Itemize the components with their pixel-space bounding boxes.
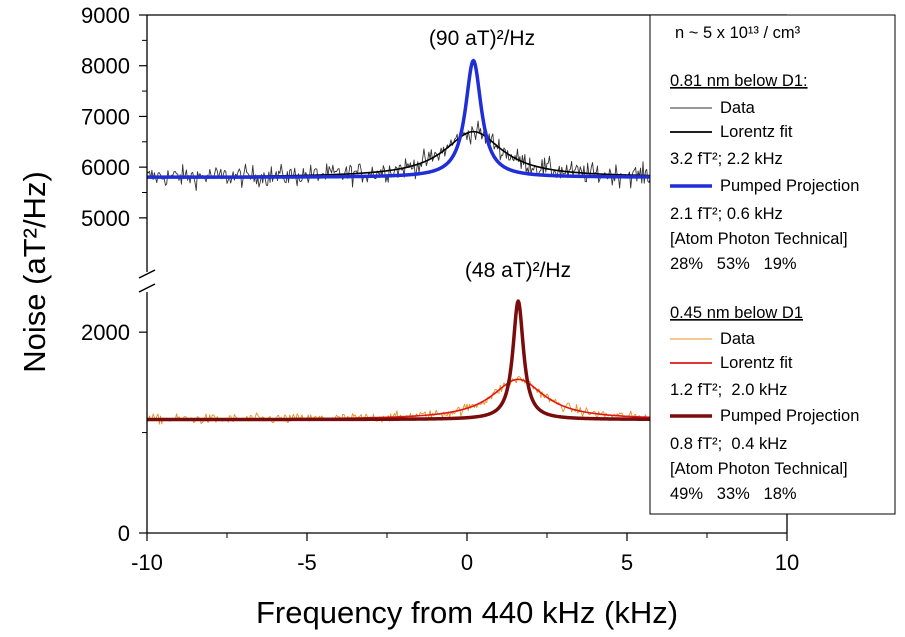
y-tick-label: 0 xyxy=(118,521,130,546)
legend-lower-pumped: Pumped Projection xyxy=(720,407,859,425)
legend-lower-breakdown-header: [Atom Photon Technical] xyxy=(670,460,848,478)
y-tick-label: 9000 xyxy=(81,3,130,28)
legend-upper-pumped-values: 2.1 fT²; 0.6 kHz xyxy=(670,205,783,223)
legend-upper-pumped: Pumped Projection xyxy=(720,177,859,195)
ticks-layer: -10 -5 0 5 10 5000 6000 7000 8000 9000 0 2000 xyxy=(81,3,799,575)
legend-upper-fit: Lorentz fit xyxy=(720,123,793,141)
legend-upper-breakdown-header: [Atom Photon Technical] xyxy=(670,230,848,248)
axis-break-mark xyxy=(138,269,156,279)
x-axis-title: Frequency from 440 kHz (kHz) xyxy=(256,595,678,630)
x-tick-label: 5 xyxy=(621,550,633,575)
y-axis-title: Noise (aT²/Hz) xyxy=(17,171,52,373)
legend-box xyxy=(649,14,896,515)
x-tick-label: 0 xyxy=(461,550,473,575)
y-tick-label: 7000 xyxy=(81,104,130,129)
upper-peak-annotation: (90 aT)²/Hz xyxy=(429,27,535,50)
legend-upper-breakdown-values: 28% 53% 19% xyxy=(670,255,797,273)
y-tick-label: 2000 xyxy=(81,320,130,345)
lower-peak-annotation: (48 aT)²/Hz xyxy=(465,259,571,282)
y-tick-label: 8000 xyxy=(81,54,130,79)
legend-upper-condition: 0.81 nm below D1: xyxy=(670,72,808,90)
y-tick-label: 5000 xyxy=(81,206,130,231)
legend-lower-fit: Lorentz fit xyxy=(720,354,793,372)
legend-density: n ~ 5 x 10¹³ / cm³ xyxy=(675,24,801,42)
axis-break-mark xyxy=(138,283,156,293)
legend-lower-pumped-values: 0.8 fT²; 0.4 kHz xyxy=(670,435,787,453)
x-tick-label: -5 xyxy=(297,550,317,575)
legend-upper-fit-values: 3.2 fT²; 2.2 kHz xyxy=(670,150,783,168)
legend-lower-fit-values: 1.2 fT²; 2.0 kHz xyxy=(670,381,787,399)
x-tick-label: -10 xyxy=(131,550,163,575)
legend-lower-data: Data xyxy=(720,330,756,348)
x-tick-label: 10 xyxy=(775,550,799,575)
legend-upper-data: Data xyxy=(720,99,756,117)
legend-lower-condition: 0.45 nm below D1 xyxy=(670,304,803,322)
y-tick-label: 6000 xyxy=(81,155,130,180)
legend: n ~ 5 x 10¹³ / cm³ 0.81 nm below D1: Dat… xyxy=(649,14,896,515)
legend-lower-breakdown-values: 49% 33% 18% xyxy=(670,485,797,503)
